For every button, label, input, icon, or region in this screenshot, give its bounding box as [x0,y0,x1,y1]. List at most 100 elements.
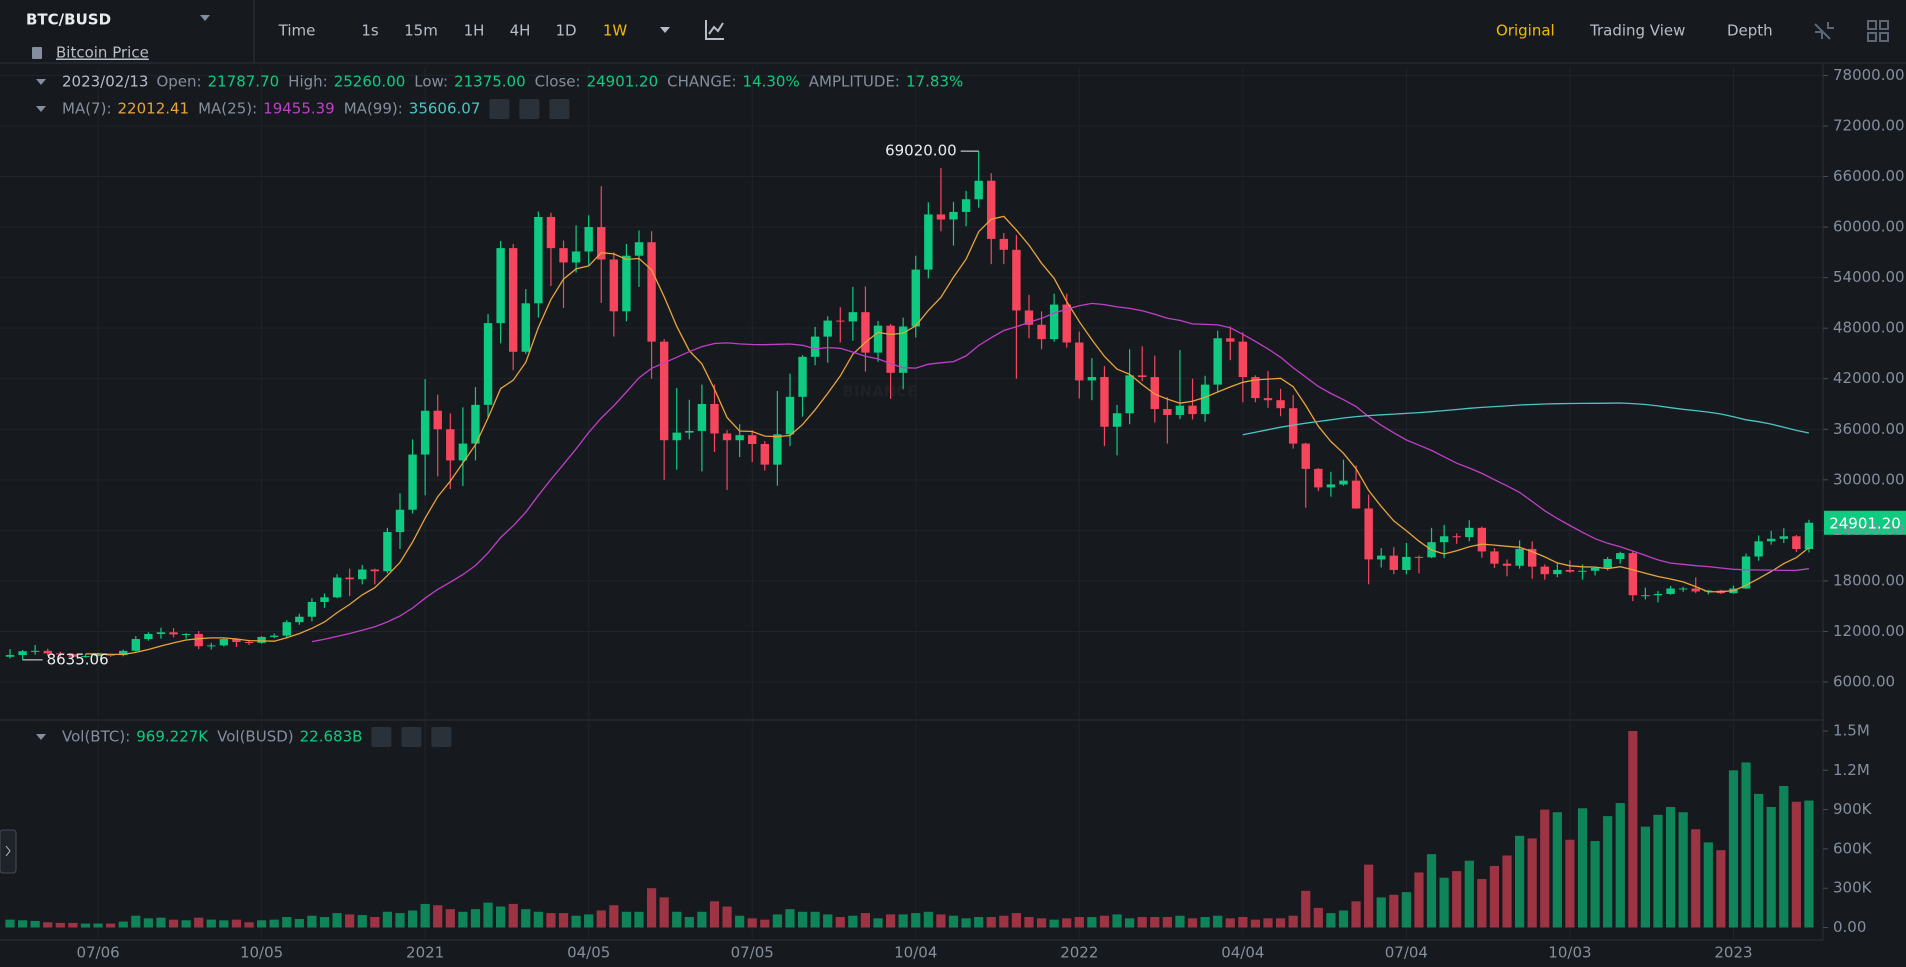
volume-bar [1150,917,1160,928]
candle-body [810,336,820,357]
candle-body [1301,443,1310,469]
interval-dropdown[interactable] [660,27,670,33]
volume-bar [181,920,191,928]
info-text: 35606.07 [409,100,481,118]
candle-body [1628,553,1638,596]
info-text: 21375.00 [454,73,526,91]
candle-body [119,650,128,656]
candle-body [370,569,380,572]
candle-body [1402,556,1411,570]
ma-toggle[interactable] [36,106,46,112]
candle-body [1452,536,1461,538]
interval-button[interactable]: 15m [404,22,438,40]
candle-body [471,404,480,444]
candle-body [584,227,593,252]
y-tick-label: 18000.00 [1833,571,1905,589]
volume-bar [1741,762,1751,928]
volume-bar [1351,901,1361,928]
volume-bar [80,923,91,928]
volume-bar [1414,872,1424,928]
candle-body [93,654,103,657]
info-text: 2023/02/13 [62,73,148,91]
candle-body [911,269,920,327]
side-panel-toggle[interactable] [0,829,17,874]
interval-button[interactable]: Time [278,22,316,40]
candle-body [1792,536,1801,550]
volume-bar [571,915,581,928]
volume-bar [722,906,732,928]
candle-body [219,639,229,646]
candle-body [1490,551,1499,564]
info-text: 24901.20 [587,73,659,91]
interval-button[interactable]: 1H [464,22,485,40]
volume-bar [55,922,65,928]
legend-icon [519,99,540,119]
volume-bar [1250,919,1261,928]
candle-body [433,410,442,430]
candle-body [1150,377,1159,410]
candle-body [1804,522,1814,550]
volume-bar [93,923,103,928]
volume-tick-label: 1.5M [1833,722,1870,740]
max-label: 69020.00 [885,142,957,160]
info-toggle[interactable] [36,79,46,85]
candle-body [546,216,556,249]
candle-body [207,645,216,647]
subtitle[interactable]: Bitcoin Price [56,44,149,62]
interval-button[interactable]: 1D [555,22,576,40]
symbol[interactable]: BTC/BUSD [26,11,111,29]
candle-body [1779,536,1788,539]
view-tab[interactable]: Trading View [1589,22,1685,40]
interval-button[interactable]: 1s [361,22,379,40]
interval-button[interactable]: 4H [510,22,531,40]
y-tick-label: 60000.00 [1833,218,1905,236]
volume-bar [508,903,518,928]
view-tab[interactable]: Depth [1727,22,1773,40]
volume-bar [1502,855,1512,928]
candle-body [43,650,52,654]
info-text: 22.683B [300,728,363,746]
candle-body [1377,555,1386,560]
ma-line [85,215,1810,656]
volume-bar [1275,918,1286,928]
volume-bar [709,901,720,928]
volume-bar [458,911,468,928]
candle-body [735,435,744,441]
interval-button[interactable]: 1W [603,22,628,40]
candle-body [1641,595,1650,597]
candle-body [521,303,530,352]
collapse-button[interactable] [1814,22,1834,40]
view-tab[interactable]: Original [1496,22,1555,40]
x-tick-label: 10/03 [1548,944,1591,962]
info-text: Close: [535,73,581,91]
candle-body [1553,569,1562,575]
volume-bar [1615,803,1625,928]
info-text: MA(99): [344,100,403,118]
vol-toggle[interactable] [36,734,46,740]
candle-body [509,248,518,352]
symbol-dropdown[interactable] [200,15,210,21]
candle-body [1767,538,1776,542]
volume-bar [646,888,657,928]
volume-bar [521,909,531,928]
legend-icon [549,99,570,119]
x-tick-label: 04/04 [1221,944,1264,962]
candle-body [1364,508,1373,560]
candle-body [282,622,291,636]
candle-body [861,312,870,353]
candle-body [1112,413,1122,427]
layout-button[interactable] [1867,20,1889,42]
volume-bar [43,922,53,928]
candle-body [1465,527,1474,538]
candle-body [999,238,1009,250]
candle-body [244,641,254,643]
candle-body [1138,375,1147,378]
indicator-button[interactable] [705,20,724,40]
x-tick-label: 10/04 [894,944,937,962]
info-text: 22012.41 [118,100,190,118]
volume-bar [395,913,405,928]
volume-bar [1112,914,1122,928]
candle-body [1037,324,1046,340]
candle-body [106,654,115,656]
